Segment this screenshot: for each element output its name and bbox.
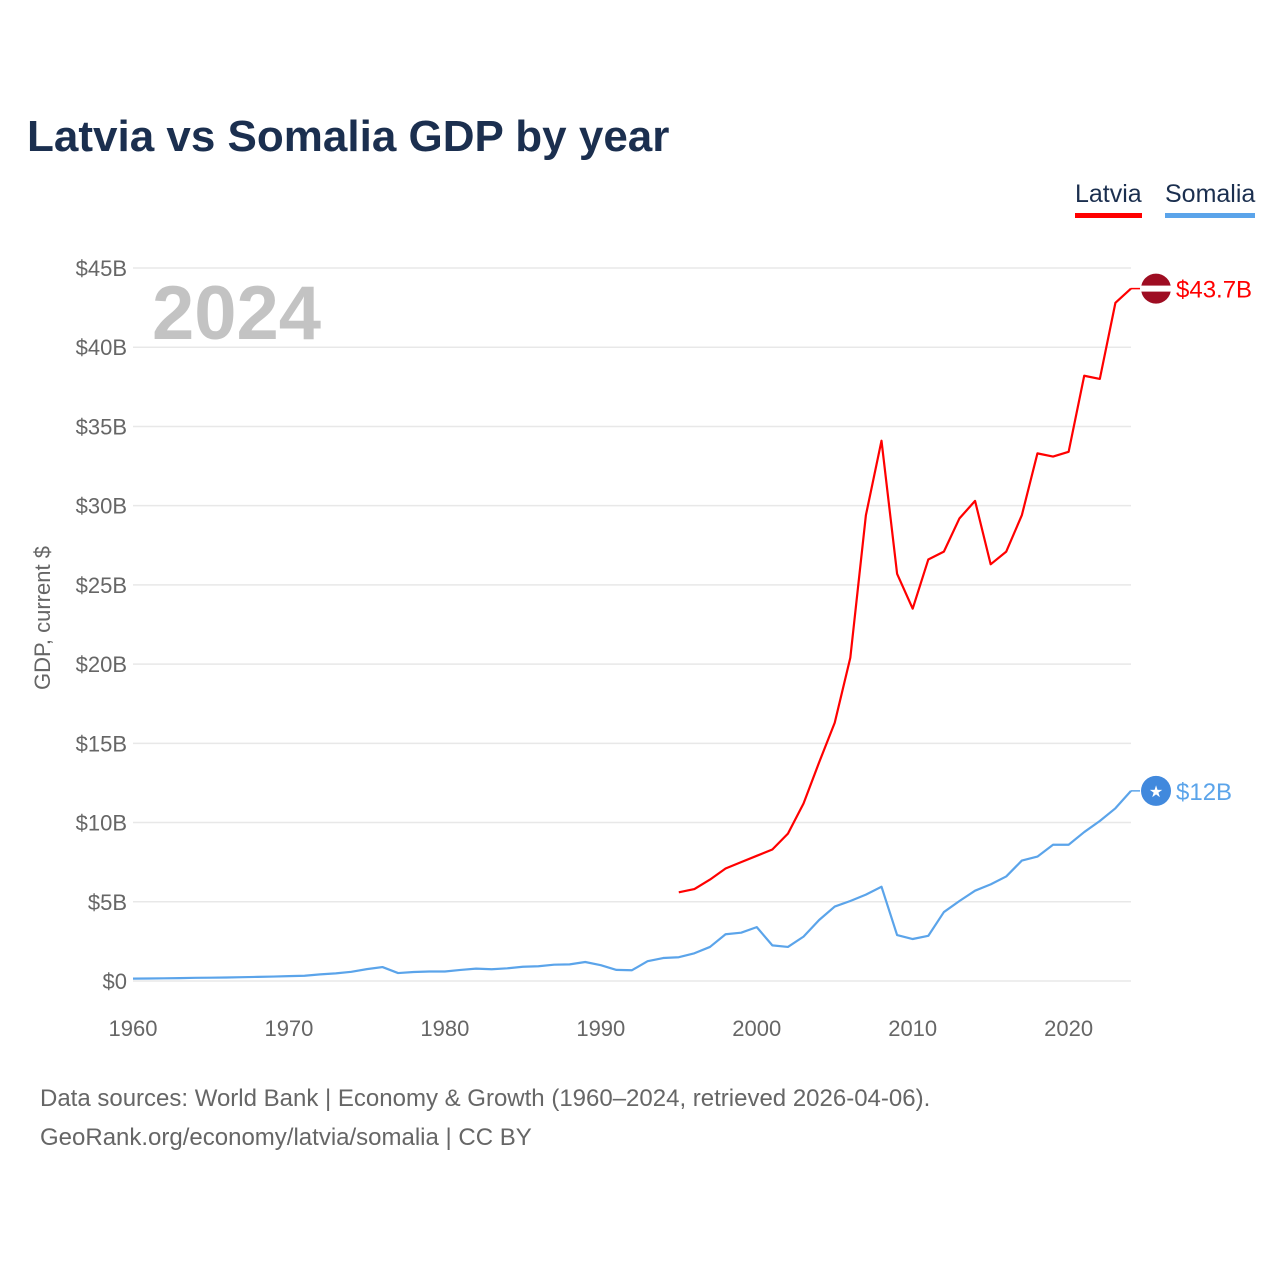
x-tick-label: 1960 <box>109 1016 158 1041</box>
end-value-label: $12B <box>1176 779 1232 806</box>
series-line-somalia <box>132 790 1132 980</box>
x-tick-label: 1980 <box>420 1016 469 1041</box>
footer-link[interactable]: GeoRank.org/economy/latvia/somalia | CC … <box>40 1124 532 1151</box>
series-line-latvia <box>678 287 1132 894</box>
footer-sources: Data sources: World Bank | Economy & Gro… <box>40 1085 931 1112</box>
x-tick-label: 1970 <box>264 1016 313 1041</box>
y-tick-label: $20B <box>76 652 127 677</box>
star-icon: ★ <box>1149 784 1163 801</box>
flag-stripe <box>1141 285 1171 292</box>
end-value-label: $43.7B <box>1176 277 1252 304</box>
x-tick-label: 1990 <box>576 1016 625 1041</box>
y-tick-label: $30B <box>76 494 127 519</box>
y-tick-label: $35B <box>76 414 127 439</box>
x-tick-label: 2010 <box>888 1016 937 1041</box>
year-watermark: 2024 <box>152 271 322 356</box>
somalia-flag-icon <box>1141 775 1171 806</box>
y-tick-label: $15B <box>76 731 127 756</box>
chart-title: Latvia vs Somalia GDP by year <box>27 112 670 161</box>
y-tick-label: $10B <box>76 811 127 836</box>
x-tick-label: 2020 <box>1044 1016 1093 1041</box>
y-tick-label: $45B <box>76 256 127 281</box>
legend-latvia[interactable]: Latvia <box>1075 180 1142 218</box>
x-tick-label: 2000 <box>732 1016 781 1041</box>
legend-somalia[interactable]: Somalia <box>1165 180 1256 218</box>
y-tick-label: $5B <box>88 890 127 915</box>
y-tick-label: $25B <box>76 573 127 598</box>
y-tick-label: $0 <box>103 969 127 994</box>
y-tick-label: $40B <box>76 335 127 360</box>
